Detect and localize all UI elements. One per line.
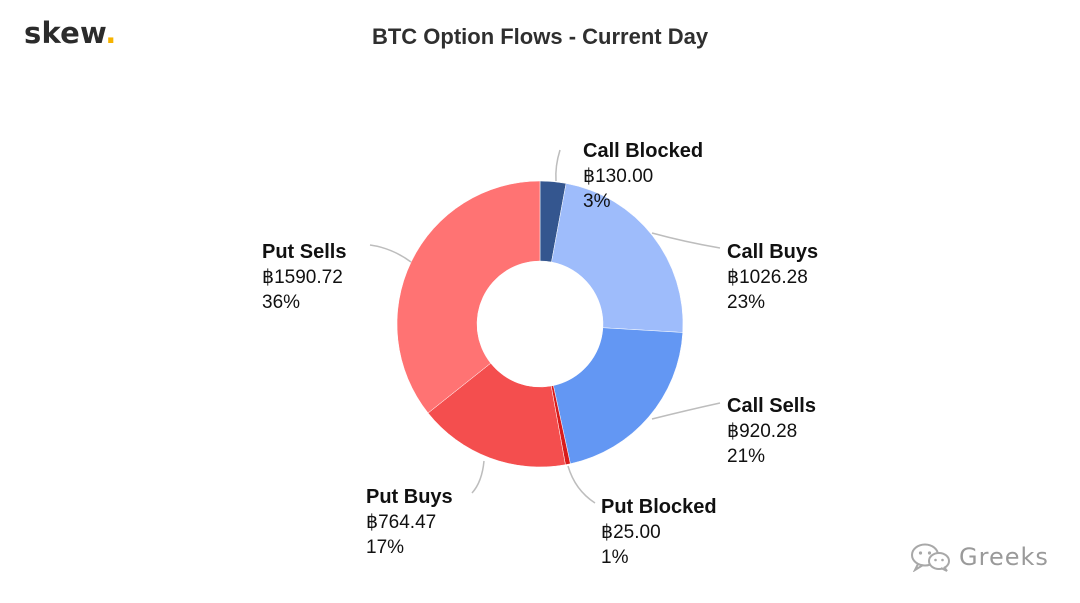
slice-label-label: Put Sells (262, 241, 346, 263)
leader-line (651, 232, 721, 249)
slice-label-label: Put Blocked (601, 496, 717, 518)
donut-slices (396, 180, 684, 468)
slice-put-sells[interactable] (396, 180, 541, 414)
slice-label-label: Call Blocked (583, 140, 703, 162)
skew-logo: skew. (24, 16, 116, 50)
slice-label-percent-text: 1% (601, 547, 629, 568)
slice-label-value-text: ฿1026.28 (727, 267, 808, 288)
watermark-text: Greeks (959, 543, 1049, 571)
slice-label-percent-text: 21% (727, 446, 765, 467)
slice-call-sells[interactable] (553, 327, 684, 465)
slice-label-value-text: ฿130.00 (583, 166, 653, 187)
slice-labels: Call Blocked ฿130.00 3% Call Buys ฿1026.28 23… (262, 140, 818, 568)
slice-label-percent-text: 23% (727, 292, 765, 313)
leader-line (567, 465, 596, 504)
slice-put-buys[interactable] (427, 362, 566, 468)
wechat-icon (911, 543, 950, 572)
slice-label-value-text: ฿1590.72 (262, 267, 343, 288)
slice-label-value-text: ฿764.47 (366, 512, 436, 533)
slice-label-value-text: ฿25.00 (601, 522, 661, 543)
leader-lines (369, 149, 721, 504)
slice-label-value-text: ฿920.28 (727, 421, 797, 442)
leader-line (555, 149, 561, 182)
slice-call-buys[interactable] (551, 183, 684, 333)
chart-title: BTC Option Flows - Current Day (371, 24, 709, 49)
leader-line (369, 244, 412, 263)
slice-label-label: Put Buys (366, 486, 453, 508)
slice-label-percent-text: 3% (583, 191, 611, 212)
logo-text: skew (24, 16, 106, 50)
logo-dot: . (105, 16, 117, 50)
watermark: Greeks (909, 542, 1049, 572)
leader-line (651, 402, 721, 420)
slice-label-label: Call Sells (727, 395, 816, 417)
slice-label-percent-text: 36% (262, 292, 300, 313)
slice-label-percent-text: 17% (366, 537, 404, 558)
leader-line (471, 460, 485, 494)
slice-label-label: Call Buys (727, 241, 818, 263)
